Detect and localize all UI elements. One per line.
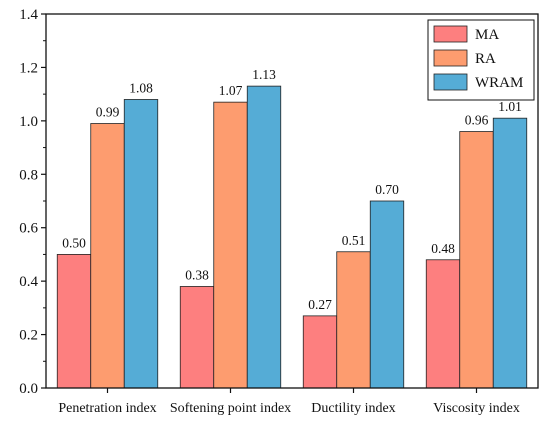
legend-label: RA: [475, 51, 496, 67]
data-label: 0.51: [342, 233, 366, 248]
y-tick-label: 1.0: [19, 114, 38, 130]
legend-label: MA: [475, 27, 499, 43]
bar-ra-1: [213, 101, 248, 389]
bar-wram-2: [369, 200, 405, 389]
y-tick-label: 1.2: [19, 60, 38, 76]
bar-ma-3: [425, 259, 461, 389]
data-label: 0.99: [96, 105, 120, 120]
data-label: 1.01: [498, 99, 522, 114]
y-axis: 0.0 0.2 0.4 0.6 0.8 1.0 1.2 1.4: [19, 7, 46, 397]
legend-label: WRAM: [475, 75, 523, 91]
y-tick-label: 1.4: [19, 7, 38, 23]
x-tick-label: Penetration index: [58, 401, 156, 416]
plot-frame: [45, 13, 539, 389]
bar-wram-0: [123, 99, 159, 389]
legend-swatch-ma: [433, 25, 468, 43]
bar-ma-1: [179, 286, 215, 389]
legend: MA RA WRAM: [427, 19, 535, 101]
bar-ra-3: [459, 131, 494, 389]
data-label: 1.13: [252, 67, 276, 82]
data-label: 1.07: [219, 83, 243, 98]
x-tick-label: Ductility index: [311, 401, 395, 416]
data-labels: 0.50 0.99 1.08 0.38 1.07 1.13 0.27 0.51 0.70 0.48…: [62, 67, 522, 312]
x-axis: Penetration index Softening point index Du…: [58, 388, 520, 416]
data-label: 0.50: [62, 235, 86, 250]
data-label: 0.70: [375, 182, 399, 197]
y-tick-label: 0.6: [19, 221, 38, 237]
bars: [56, 85, 528, 389]
data-label: 0.38: [185, 267, 209, 282]
bar-wram-1: [246, 85, 282, 389]
data-label: 0.96: [465, 113, 489, 128]
y-tick-label: 0.0: [19, 381, 38, 397]
y-tick-label: 0.4: [19, 274, 38, 290]
legend-swatch-ra: [433, 49, 468, 67]
x-tick-label: Viscosity index: [433, 401, 520, 416]
bar-wram-3: [492, 117, 528, 389]
data-label: 0.48: [431, 241, 455, 256]
bar-ra-2: [336, 251, 371, 389]
x-tick-label: Softening point index: [170, 401, 291, 416]
legend-swatch-wram: [433, 73, 468, 91]
bar-ma-2: [302, 315, 338, 389]
bar-ra-0: [90, 123, 125, 389]
data-label: 0.27: [308, 297, 332, 312]
bar-ma-0: [56, 254, 92, 389]
y-tick-label: 0.2: [19, 328, 38, 344]
data-label: 1.08: [129, 80, 153, 95]
y-tick-label: 0.8: [19, 167, 38, 183]
